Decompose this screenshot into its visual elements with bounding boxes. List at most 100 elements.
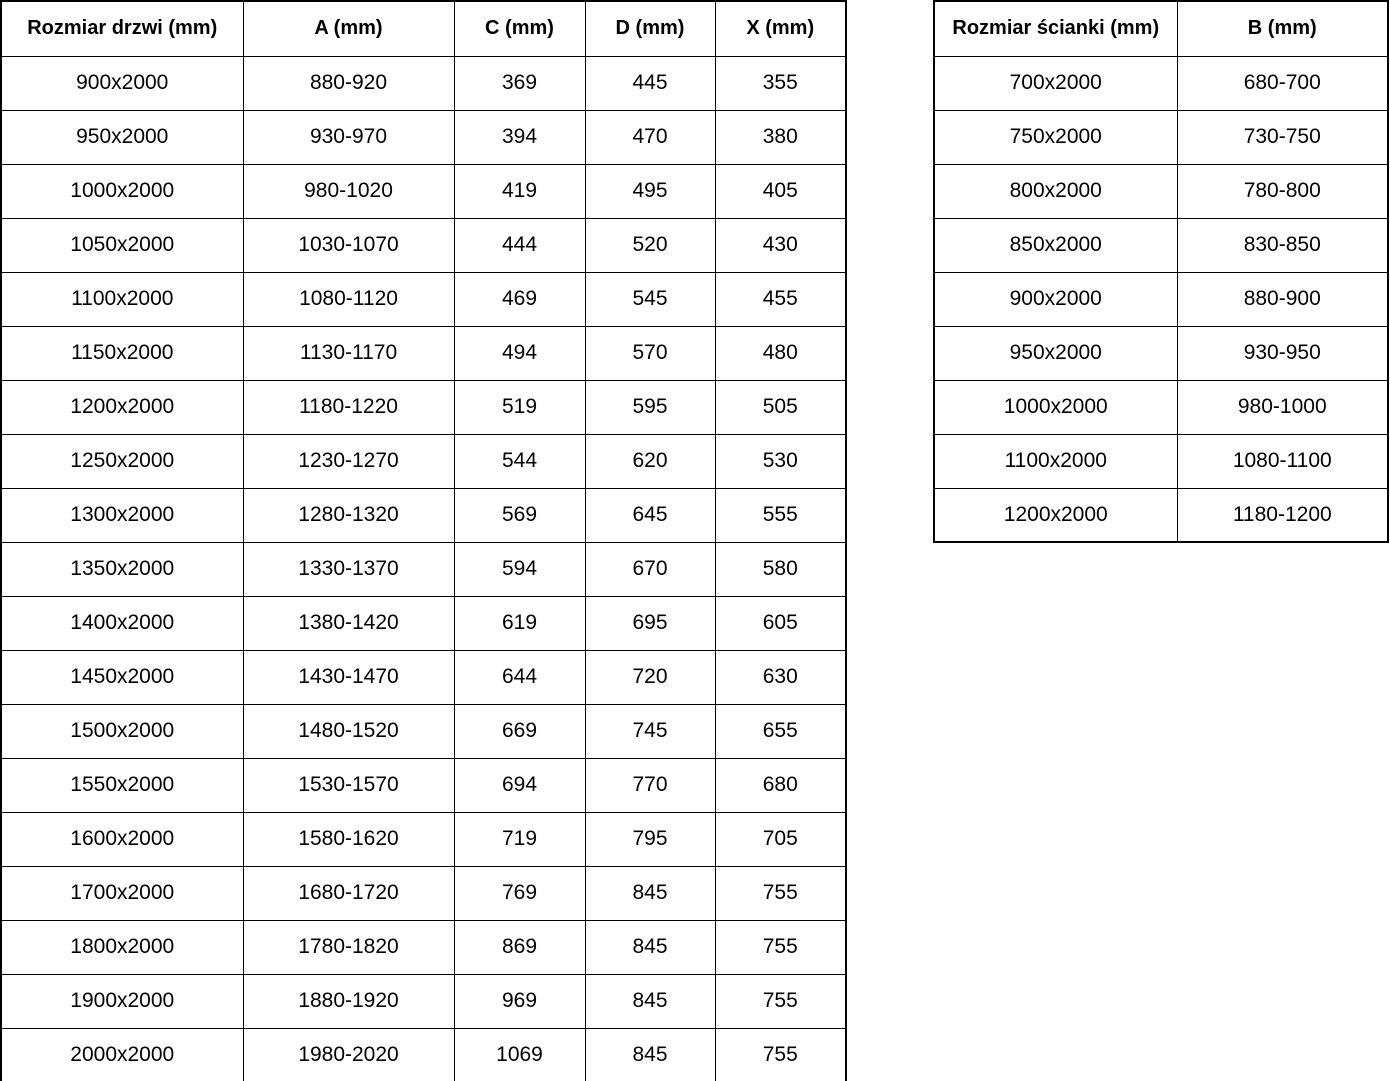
cell: 605 (714, 595, 847, 651)
cell: 1780-1820 (242, 919, 455, 975)
table-row: 1800x2000 1780-1820 869 845 755 (0, 919, 847, 975)
cell: 705 (714, 811, 847, 867)
table-row: 1450x2000 1430-1470 644 720 630 (0, 649, 847, 705)
cell: 569 (453, 487, 586, 543)
cell: 455 (714, 271, 847, 327)
cell: 444 (453, 217, 586, 273)
cell: 595 (584, 379, 716, 435)
cell: 1400x2000 (0, 595, 244, 651)
cell: 545 (584, 271, 716, 327)
cell: 869 (453, 919, 586, 975)
cell: 1150x2000 (0, 325, 244, 381)
table-row: 1150x2000 1130-1170 494 570 480 (0, 325, 847, 381)
cell: 430 (714, 217, 847, 273)
cell: 1580-1620 (242, 811, 455, 867)
table-row: 2000x2000 1980-2020 1069 845 755 (0, 1027, 847, 1081)
cell: 880-900 (1176, 271, 1389, 327)
cell: 1880-1920 (242, 973, 455, 1029)
cell: 419 (453, 163, 586, 219)
cell: 519 (453, 379, 586, 435)
cell: 1450x2000 (0, 649, 244, 705)
cell: 1500x2000 (0, 703, 244, 759)
cell: 1530-1570 (242, 757, 455, 813)
cell: 880-920 (242, 55, 455, 111)
cell: 445 (584, 55, 716, 111)
cell: 700x2000 (933, 55, 1178, 111)
cell: 480 (714, 325, 847, 381)
table-row: 1550x2000 1530-1570 694 770 680 (0, 757, 847, 813)
table-row: 900x2000 880-900 (933, 271, 1389, 327)
cell: 800x2000 (933, 163, 1178, 219)
table-row: 1600x2000 1580-1620 719 795 705 (0, 811, 847, 867)
table-row: 1000x2000 980-1000 (933, 379, 1389, 435)
cell: 369 (453, 55, 586, 111)
cell: 845 (584, 973, 716, 1029)
cell: 680 (714, 757, 847, 813)
cell: 644 (453, 649, 586, 705)
cell: 470 (584, 109, 716, 165)
table-row: 1200x2000 1180-1200 (933, 487, 1389, 543)
cell: 630 (714, 649, 847, 705)
cell: 755 (714, 919, 847, 975)
column-header: A (mm) (242, 0, 455, 57)
cell: 1900x2000 (0, 973, 244, 1029)
cell: 730-750 (1176, 109, 1389, 165)
cell: 1130-1170 (242, 325, 455, 381)
cell: 1550x2000 (0, 757, 244, 813)
cell: 469 (453, 271, 586, 327)
cell: 530 (714, 433, 847, 489)
table-row: 1000x2000 980-1020 419 495 405 (0, 163, 847, 219)
cell: 770 (584, 757, 716, 813)
cell: 1000x2000 (933, 379, 1178, 435)
cell: 845 (584, 865, 716, 921)
table-row: 950x2000 930-970 394 470 380 (0, 109, 847, 165)
table-row: 1100x2000 1080-1100 (933, 433, 1389, 489)
cell: 505 (714, 379, 847, 435)
cell: 594 (453, 541, 586, 597)
door-dimensions-table: Rozmiar drzwi (mm) A (mm) C (mm) D (mm) X (m… (0, 0, 847, 1081)
cell: 580 (714, 541, 847, 597)
cell: 1250x2000 (0, 433, 244, 489)
cell: 1800x2000 (0, 919, 244, 975)
cell: 520 (584, 217, 716, 273)
cell: 980-1000 (1176, 379, 1389, 435)
cell: 769 (453, 865, 586, 921)
table-row: 1700x2000 1680-1720 769 845 755 (0, 865, 847, 921)
cell: 1280-1320 (242, 487, 455, 543)
cell: 930-950 (1176, 325, 1389, 381)
cell: 1700x2000 (0, 865, 244, 921)
table-row: 950x2000 930-950 (933, 325, 1389, 381)
cell: 830-850 (1176, 217, 1389, 273)
cell: 1380-1420 (242, 595, 455, 651)
cell: 755 (714, 1027, 847, 1081)
cell: 669 (453, 703, 586, 759)
cell: 850x2000 (933, 217, 1178, 273)
cell: 555 (714, 487, 847, 543)
cell: 1180-1220 (242, 379, 455, 435)
table-row: 1350x2000 1330-1370 594 670 580 (0, 541, 847, 597)
cell: 1430-1470 (242, 649, 455, 705)
column-header: C (mm) (453, 0, 586, 57)
cell: 795 (584, 811, 716, 867)
cell: 1300x2000 (0, 487, 244, 543)
cell: 1230-1270 (242, 433, 455, 489)
cell: 1200x2000 (933, 487, 1178, 543)
table-row: 1050x2000 1030-1070 444 520 430 (0, 217, 847, 273)
cell: 1050x2000 (0, 217, 244, 273)
column-header: Rozmiar ścianki (mm) (933, 0, 1178, 57)
table-row: 1100x2000 1080-1120 469 545 455 (0, 271, 847, 327)
table-row: 1500x2000 1480-1520 669 745 655 (0, 703, 847, 759)
cell: 750x2000 (933, 109, 1178, 165)
wall-panel-dimensions-table: Rozmiar ścianki (mm) B (mm) 700x2000 680-70… (933, 0, 1389, 543)
cell: 380 (714, 109, 847, 165)
cell: 745 (584, 703, 716, 759)
cell: 845 (584, 919, 716, 975)
cell: 1600x2000 (0, 811, 244, 867)
cell: 845 (584, 1027, 716, 1081)
column-header: B (mm) (1176, 0, 1389, 57)
cell: 1180-1200 (1176, 487, 1389, 543)
cell: 950x2000 (933, 325, 1178, 381)
table-row: 1200x2000 1180-1220 519 595 505 (0, 379, 847, 435)
table-row: 800x2000 780-800 (933, 163, 1389, 219)
cell: 1069 (453, 1027, 586, 1081)
